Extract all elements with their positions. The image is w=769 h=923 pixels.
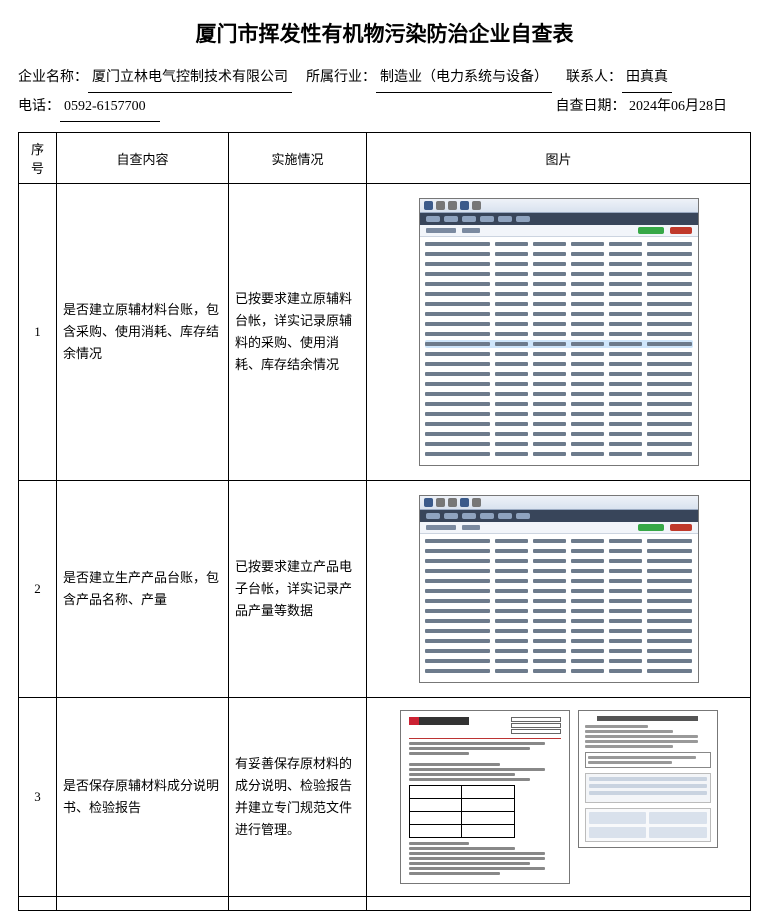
table-row: 3 是否保存原辅材料成分说明书、检验报告 有妥善保存原材料的成分说明、检验报告并… — [19, 698, 751, 897]
company-label: 企业名称： — [18, 64, 88, 93]
row-content: 是否保存原辅材料成分说明书、检验报告 — [57, 698, 229, 897]
row-image — [367, 481, 751, 698]
row-content: 是否建立生产产品台账，包含产品名称、产量 — [57, 481, 229, 698]
row-content: 是否建立原辅材料台账，包含采购、使用消耗、库存结余情况 — [57, 184, 229, 481]
screenshot-thumbnail — [419, 198, 699, 466]
row-index: 3 — [19, 698, 57, 897]
page-title: 厦门市挥发性有机物污染防治企业自查表 — [18, 18, 751, 48]
phone-label: 电话： — [18, 93, 60, 122]
table-row: 2 是否建立生产产品台账，包含产品名称、产量 已按要求建立产品电子台帐，详实记录… — [19, 481, 751, 698]
contact-label: 联系人： — [566, 64, 622, 93]
table-row — [19, 897, 751, 911]
phone-value: 0592-6157700 — [60, 93, 160, 122]
table-header-row: 序号 自查内容 实施情况 图片 — [19, 133, 751, 184]
company-value: 厦门立林电气控制技术有限公司 — [88, 64, 292, 93]
row-index: 2 — [19, 481, 57, 698]
industry-label: 所属行业： — [306, 64, 376, 93]
meta-block: 企业名称： 厦门立林电气控制技术有限公司 所属行业： 制造业（电力系统与设备） … — [18, 64, 751, 122]
row-status: 已按要求建立原辅料台帐，详实记录原辅料的采购、使用消耗、库存结余情况 — [229, 184, 367, 481]
table-row: 1 是否建立原辅材料台账，包含采购、使用消耗、库存结余情况 已按要求建立原辅料台… — [19, 184, 751, 481]
date-label: 自查日期： — [556, 99, 626, 114]
industry-value: 制造业（电力系统与设备） — [376, 64, 552, 93]
col-idx: 序号 — [19, 133, 57, 184]
col-image: 图片 — [367, 133, 751, 184]
spec-thumbnail — [578, 710, 718, 848]
row-image — [367, 698, 751, 897]
document-thumbnail — [400, 710, 570, 884]
date-value: 2024年06月28日 — [629, 99, 727, 114]
row-status: 有妥善保存原材料的成分说明、检验报告并建立专门规范文件进行管理。 — [229, 698, 367, 897]
self-check-table: 序号 自查内容 实施情况 图片 1 是否建立原辅材料台账，包含采购、使用消耗、库… — [18, 132, 751, 897]
col-status: 实施情况 — [229, 133, 367, 184]
row-image — [367, 184, 751, 481]
contact-value: 田真真 — [622, 64, 672, 93]
screenshot-thumbnail — [419, 495, 699, 683]
row-status: 已按要求建立产品电子台帐，详实记录产品产量等数据 — [229, 481, 367, 698]
col-content: 自查内容 — [57, 133, 229, 184]
row-index: 1 — [19, 184, 57, 481]
